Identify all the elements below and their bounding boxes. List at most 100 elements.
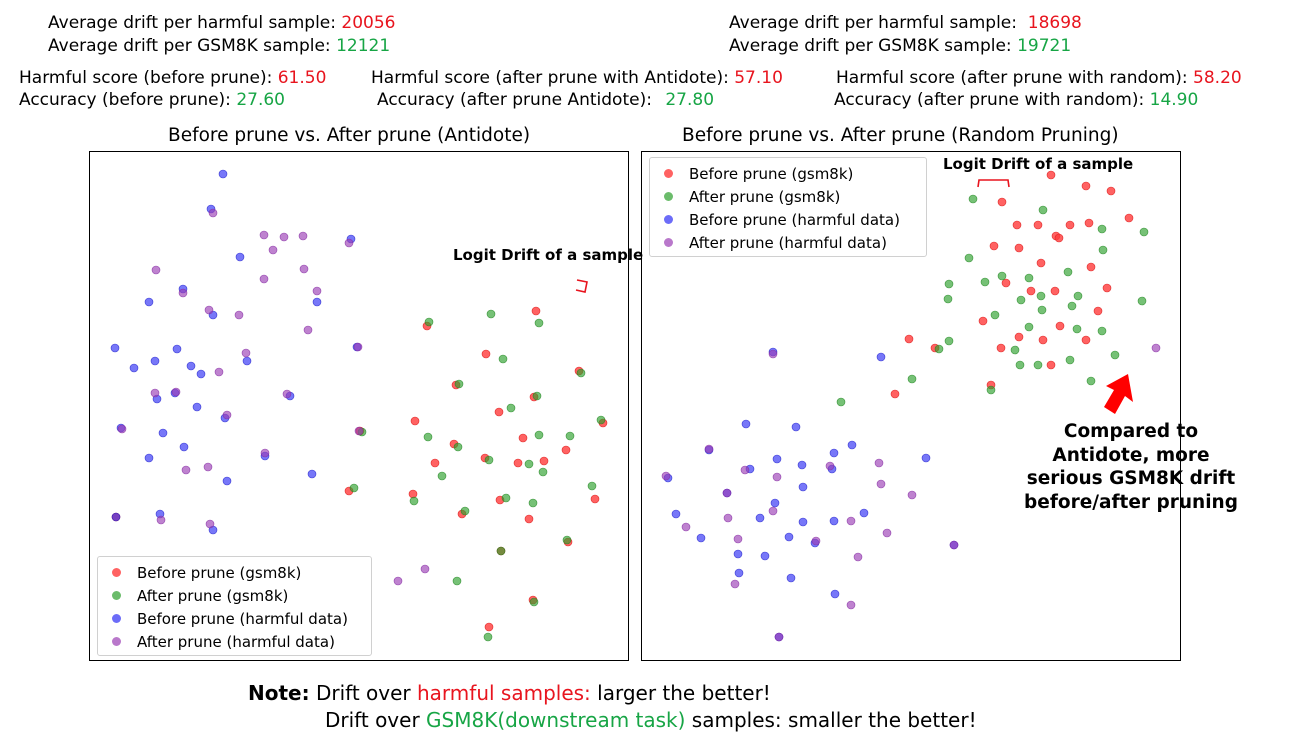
note-text: Drift over <box>309 681 417 705</box>
legend-marker-icon <box>664 238 673 247</box>
after-gsm8k-point <box>532 391 542 401</box>
legend-item: After prune (gsm8k) <box>106 584 363 607</box>
after-gsm8k-point <box>424 317 434 327</box>
after-gsm8k-point <box>944 279 954 289</box>
after-gsm8k-point <box>349 483 359 493</box>
after-gsm8k-point <box>454 379 464 389</box>
chart-title-antidote: Before prune vs. After prune (Antidote) <box>168 125 531 146</box>
before-harmful-point <box>222 476 232 486</box>
left-drift-gsm8k: Average drift per GSM8K sample: 12121 <box>48 38 390 55</box>
legend-item: Before prune (gsm8k) <box>106 561 363 584</box>
after-gsm8k-point <box>1038 205 1048 215</box>
after-gsm8k-point <box>483 632 493 642</box>
drift-gsm8k-label: Average drift per GSM8K sample: <box>729 36 1018 56</box>
before-harmful-point <box>734 568 744 578</box>
after-gsm8k-point <box>1086 376 1096 386</box>
before-gsm8k-point <box>1054 233 1064 243</box>
before-harmful-point <box>172 344 182 354</box>
after-gsm8k-point <box>528 498 538 508</box>
left-drift-harmful: Average drift per harmful sample: 20056 <box>48 15 395 32</box>
after-gsm8k-point <box>538 467 548 477</box>
before-harmful-point <box>312 297 322 307</box>
before-harmful-score: Harmful score (before prune): 61.50 <box>19 70 326 87</box>
note-line-1: Note: Drift over harmful samples: larger… <box>248 683 771 703</box>
accuracy-value: 27.60 <box>236 90 285 110</box>
note-gsm8k: GSM8K(downstream task) <box>426 708 686 732</box>
after-harmful-point <box>733 534 743 544</box>
legend-label: Before prune (gsm8k) <box>689 164 854 183</box>
drift-harmful-label: Average drift per harmful sample: <box>48 13 342 33</box>
before-harmful-point <box>235 252 245 262</box>
after-gsm8k-point <box>452 576 462 586</box>
before-gsm8k-point <box>484 622 494 632</box>
after-gsm8k-point <box>460 506 470 516</box>
after-harmful-point <box>156 515 166 525</box>
legend-marker-icon <box>112 637 121 646</box>
after-harmful-point <box>203 462 213 472</box>
after-gsm8k-point <box>1036 291 1046 301</box>
before-gsm8k-point <box>1081 181 1091 191</box>
accuracy-value: 14.90 <box>1149 90 1199 110</box>
before-gsm8k-point <box>904 334 914 344</box>
note-text: Drift over <box>325 708 427 732</box>
before-gsm8k-point <box>1038 335 1048 345</box>
scatter-plot-antidote: Before prune (gsm8k) After prune (gsm8k)… <box>89 151 629 661</box>
chart-title-random: Before prune vs. After prune (Random Pru… <box>682 125 1119 146</box>
before-harmful-point <box>770 498 780 508</box>
after-gsm8k-point <box>943 294 953 304</box>
after-harmful-point <box>853 552 863 562</box>
score-label: Harmful score (after prune with Antidote… <box>371 68 735 88</box>
red-arrow-icon <box>1104 374 1133 414</box>
legend-item: After prune (harmful data) <box>658 231 918 254</box>
after-harmful-point <box>344 238 354 248</box>
after-gsm8k-point <box>506 403 516 413</box>
before-harmful-point <box>755 513 765 523</box>
before-gsm8k-point <box>1065 220 1075 230</box>
legend-label: After prune (gsm8k) <box>137 586 289 605</box>
antidote-accuracy: Accuracy (after prune Antidote): 27.80 <box>377 92 714 109</box>
after-harmful-point <box>214 367 224 377</box>
after-harmful-point <box>704 444 714 454</box>
after-harmful-point <box>882 528 892 538</box>
after-harmful-point <box>282 389 292 399</box>
before-harmful-point <box>829 516 839 526</box>
right-drift-gsm8k: Average drift per GSM8K sample: 19721 <box>729 38 1071 55</box>
scatter-svg-random <box>661 170 1161 642</box>
after-gsm8k-point <box>964 253 974 263</box>
after-gsm8k-point <box>587 481 597 491</box>
after-harmful-point <box>723 513 733 523</box>
after-gsm8k-point <box>1067 301 1077 311</box>
legend-marker-icon <box>112 568 121 577</box>
legend-item: After prune (gsm8k) <box>658 185 918 208</box>
before-harmful-point <box>144 297 154 307</box>
after-gsm8k-point <box>565 431 575 441</box>
score-label: Harmful score (after prune with random): <box>836 68 1194 88</box>
before-harmful-point <box>150 356 160 366</box>
after-gsm8k-point <box>453 442 463 452</box>
score-value: 57.10 <box>734 68 783 88</box>
after-gsm8k-point <box>534 430 544 440</box>
right-drift-harmful: Average drift per harmful sample: 18698 <box>729 15 1082 32</box>
after-harmful-point <box>204 305 214 315</box>
before-gsm8k-point <box>513 458 523 468</box>
before-harmful-point <box>218 169 228 179</box>
after-harmful-point <box>846 600 856 610</box>
before-gsm8k-point <box>978 316 988 326</box>
after-gsm8k-point <box>980 277 990 287</box>
before-harmful-point <box>307 469 317 479</box>
before-harmful-point <box>859 508 869 518</box>
before-gsm8k-point <box>1124 213 1134 223</box>
after-gsm8k-point <box>907 374 917 384</box>
before-gsm8k-point <box>1102 283 1112 293</box>
after-gsm8k-point <box>1024 273 1034 283</box>
before-harmful-point <box>242 356 252 366</box>
logit-drift-annotation-random: Logit Drift of a sample <box>943 155 1134 173</box>
legend-antidote: Before prune (gsm8k) After prune (gsm8k)… <box>97 556 372 656</box>
before-gsm8k-point <box>408 489 418 499</box>
after-harmful-point <box>722 488 732 498</box>
scatter-svg-antidote <box>110 169 608 642</box>
after-harmful-point <box>279 232 289 242</box>
before-harmful-point <box>186 361 196 371</box>
after-harmful-point <box>774 632 784 642</box>
before-gsm8k-point <box>531 306 541 316</box>
